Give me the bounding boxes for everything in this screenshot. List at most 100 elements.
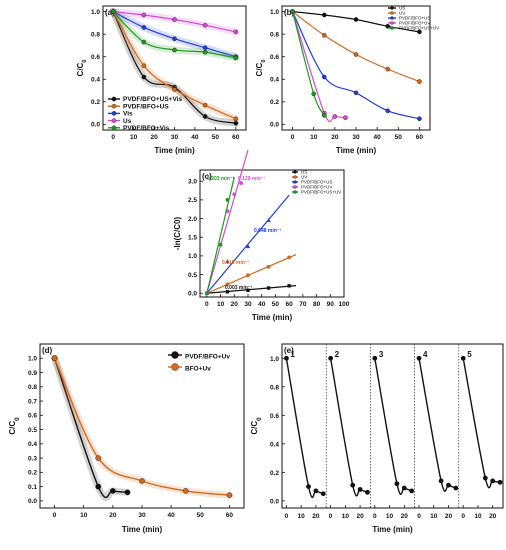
y-tick-label: 0.0 — [270, 122, 279, 129]
x-tick-label: 0 — [461, 513, 465, 520]
legend-label: PVDF/BFO+US — [399, 16, 430, 21]
legend-label: PVDF/BFO+US+UV — [301, 190, 341, 195]
data-point — [350, 482, 356, 488]
y-tick-label: 0.5 — [188, 272, 197, 279]
y-tick-label: 1.0 — [270, 356, 279, 363]
fit-line — [206, 254, 297, 294]
x-tick-label: 20 — [231, 301, 239, 308]
x-tick-label: 40 — [374, 134, 382, 141]
data-point — [141, 39, 147, 45]
y-tick-label: 0.2 — [270, 99, 279, 106]
y-tick-label: 0.9 — [28, 370, 37, 377]
data-point — [321, 74, 327, 80]
data-point — [233, 55, 239, 61]
data-point — [233, 116, 239, 122]
x-tick-label: 0 — [285, 513, 289, 520]
data-point — [172, 17, 177, 22]
rate-annotation: 0.048 min⁻¹ — [254, 228, 281, 234]
y-tick-label: 1.5 — [188, 235, 197, 242]
legend-marker — [293, 175, 297, 179]
legend-marker — [390, 16, 394, 20]
legend-label: Us — [123, 118, 132, 125]
x-tick-label: 0 — [373, 513, 377, 520]
legend-label: PVDF/BFO+UV — [301, 185, 332, 190]
y-axis-label: C/C0 — [255, 60, 267, 77]
legend-marker — [293, 185, 297, 189]
data-point — [401, 485, 407, 491]
y-tick-label: 0.4 — [28, 441, 37, 448]
x-tick-label: 10 — [217, 301, 225, 308]
y-tick-label: 3.0 — [188, 179, 197, 186]
data-point — [287, 255, 292, 260]
data-point — [328, 355, 334, 361]
x-tick-label: 0 — [111, 134, 115, 141]
legend-marker — [390, 6, 394, 10]
legend-label: Vis — [123, 111, 133, 118]
data-point — [141, 74, 147, 80]
legend-marker — [111, 111, 117, 116]
data-point — [446, 482, 451, 488]
data-point — [141, 12, 147, 18]
y-tick-label: 1.0 — [28, 356, 37, 363]
y-tick-label: 2.5 — [188, 197, 197, 204]
data-point — [226, 492, 233, 498]
x-axis-label: Time (min) — [336, 146, 377, 155]
x-tick-label: 80 — [313, 301, 321, 308]
x-tick-label: 10 — [386, 513, 394, 520]
data-point — [357, 487, 363, 492]
y-tick-label: 0.3 — [28, 455, 37, 462]
data-point — [225, 290, 230, 294]
cycle-label: 1 — [290, 350, 295, 359]
x-tick-label: 20 — [489, 513, 497, 520]
y-tick-label: 0.1 — [28, 484, 37, 491]
y-tick-label: 0.4 — [91, 77, 100, 84]
x-tick-label: 30 — [352, 134, 360, 141]
legend-marker — [171, 363, 179, 371]
y-axis-label: C/C0 — [76, 60, 88, 77]
legend-marker — [111, 103, 117, 109]
data-point — [394, 481, 400, 487]
panel-b: 0 10 20 30 40 50 60 0.0 0.2 0.4 0.6 0.8 1.0 Time (min… — [255, 5, 439, 155]
data-point — [385, 66, 391, 72]
plot-frame — [281, 343, 504, 509]
x-tick-label: 0 — [329, 513, 333, 520]
legend-label: US — [399, 6, 405, 11]
cycle-label: 4 — [423, 350, 428, 359]
y-tick-label: 0.8 — [91, 31, 100, 38]
y-tick-label: 0.4 — [270, 77, 279, 84]
y-tick-label: 1.0 — [270, 9, 279, 16]
data-point — [482, 475, 488, 481]
data-point — [321, 12, 327, 18]
legend-label: PVDF/BFO+US — [123, 103, 169, 110]
data-point — [202, 22, 208, 28]
y-axis-label: -ln(C/C0) — [173, 217, 182, 251]
fit-line — [206, 194, 290, 294]
data-point — [246, 273, 250, 278]
y-tick-label: 0.0 — [91, 122, 100, 129]
data-point — [320, 491, 326, 497]
data-point — [202, 49, 208, 55]
y-tick-label: 0.8 — [270, 31, 279, 38]
data-point — [225, 197, 230, 202]
cycle-line — [374, 358, 412, 496]
data-point — [321, 33, 327, 38]
panel-c: 0 10 20 30 40 50 60 70 80 90 100 0.0 0.5 1.0 1.5 2.0 2.5… — [173, 149, 350, 322]
x-tick-label: 0 — [205, 301, 209, 308]
legend-label: PVDF/BFO+US — [301, 180, 332, 185]
x-tick-label: 30 — [244, 301, 252, 308]
data-point — [417, 79, 422, 84]
x-tick-label: 100 — [339, 301, 350, 308]
y-tick-label: 0.5 — [28, 427, 37, 434]
x-tick-label: 20 — [109, 512, 117, 519]
data-point — [141, 25, 147, 30]
x-axis-label: Time (min) — [372, 525, 413, 534]
data-point — [266, 286, 271, 290]
data-point — [139, 478, 145, 484]
x-tick-label: 10 — [310, 134, 318, 141]
cycle-line — [418, 358, 457, 492]
x-tick-label: 60 — [226, 512, 234, 519]
x-tick-label: 40 — [258, 301, 266, 308]
data-point — [225, 282, 230, 287]
x-tick-label: 60 — [286, 301, 294, 308]
